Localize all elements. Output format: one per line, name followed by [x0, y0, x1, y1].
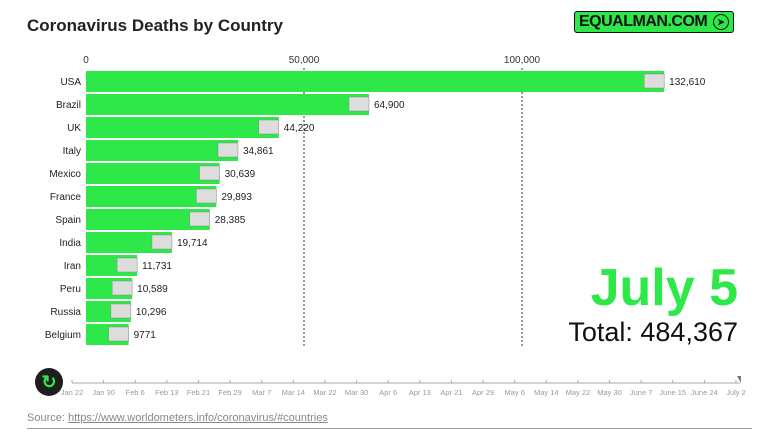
value-label: 19,714: [177, 238, 208, 249]
timeline-tick-label: Feb 6: [126, 388, 145, 397]
value-label: 10,296: [136, 307, 167, 318]
category-label: Spain: [55, 215, 81, 226]
flag-icon: [199, 165, 220, 181]
chart-title: Coronavirus Deaths by Country: [27, 16, 283, 35]
timeline-tick-label: Mar 22: [313, 388, 336, 397]
flag-icon: [151, 234, 173, 250]
category-label: France: [50, 192, 82, 203]
timeline-tick-label: July 2: [726, 388, 746, 397]
bar-uk: [86, 117, 279, 138]
pin-icon: ➤: [713, 14, 729, 30]
category-label: Russia: [50, 307, 81, 318]
x-tick-label: 50,000: [289, 55, 320, 66]
category-label: USA: [60, 77, 81, 88]
bar-india: [86, 232, 172, 253]
value-label: 64,900: [374, 100, 405, 111]
timeline-tick-label: Apr 6: [379, 388, 397, 397]
timeline-handle[interactable]: [737, 376, 741, 383]
divider: [27, 428, 752, 429]
timeline-tick-label: Apr 13: [409, 388, 431, 397]
timeline-tick-label: Apr 21: [440, 388, 462, 397]
value-label: 44,220: [284, 123, 315, 134]
flag-icon: [110, 303, 132, 319]
flag-icon: [196, 188, 217, 204]
flag-icon: [643, 73, 665, 89]
source-label: Source:: [27, 412, 65, 424]
total-label: Total: 484,367: [568, 317, 738, 347]
timeline-tick-label: Jan 22: [61, 388, 84, 397]
flag-icon: [258, 119, 280, 135]
category-label: Iran: [64, 261, 81, 272]
flag-icon: [217, 142, 239, 158]
timeline-tick-label: June 24: [691, 388, 718, 397]
timeline-tick-label: Feb 29: [218, 388, 241, 397]
timeline-tick-label: May 14: [534, 388, 559, 397]
bar-chart: 0 50,000 100,000 USA 132,610 Brazil 64,900 UK 44…: [45, 55, 746, 397]
bar-france: [86, 186, 217, 207]
timeline-tick-label: Feb 21: [187, 388, 210, 397]
x-tick-label: 0: [83, 55, 89, 66]
timeline-tick-label: Jan 30: [92, 388, 115, 397]
timeline-tick-label: June 15: [659, 388, 686, 397]
bar-brazil: [86, 94, 369, 115]
bar-italy: [86, 140, 238, 161]
value-label: 29,893: [221, 192, 252, 203]
x-tick-label: 100,000: [504, 55, 541, 66]
flag-icon: [189, 211, 211, 227]
value-label: 30,639: [225, 169, 256, 180]
source-link[interactable]: https://www.worldometers.info/coronaviru…: [67, 412, 328, 424]
category-label: Brazil: [56, 100, 81, 111]
value-label: 34,861: [243, 146, 274, 157]
flag-icon: [116, 257, 138, 273]
value-label: 9771: [134, 330, 157, 341]
replay-button[interactable]: ↻: [35, 368, 63, 396]
bar-mexico: [86, 163, 220, 184]
category-label: UK: [67, 123, 81, 134]
timeline-tick-label: May 6: [504, 388, 524, 397]
value-label: 28,385: [215, 215, 246, 226]
timeline-tick-label: June 7: [630, 388, 653, 397]
category-label: Belgium: [45, 330, 81, 341]
bar-spain: [86, 209, 210, 230]
logo-text: EQUALMAN.COM: [579, 13, 708, 30]
source-line: Source: https://www.worldometers.info/co…: [27, 412, 328, 424]
category-label: Italy: [63, 146, 81, 157]
replay-icon: ↻: [41, 372, 57, 392]
brand-logo[interactable]: EQUALMAN.COM ➤: [574, 11, 734, 33]
category-label: Mexico: [49, 169, 81, 180]
timeline-tick-label: May 30: [597, 388, 622, 397]
timeline-tick-label: May 22: [566, 388, 591, 397]
flag-icon: [111, 280, 133, 296]
flag-icon: [108, 326, 129, 342]
value-label: 11,731: [142, 261, 172, 272]
timeline-tick-label: Mar 7: [252, 388, 271, 397]
category-label: India: [59, 238, 81, 249]
value-label: 10,589: [137, 284, 168, 295]
timeline-tick-label: Apr 29: [472, 388, 494, 397]
value-label: 132,610: [669, 77, 706, 88]
timeline-tick-label: Feb 13: [155, 388, 178, 397]
date-label: July 5: [590, 259, 738, 317]
bar-usa: [86, 71, 665, 92]
flag-icon: [348, 96, 370, 112]
timeline-tick-label: Mar 30: [345, 388, 368, 397]
category-label: Peru: [60, 284, 81, 295]
timeline-tick-label: Mar 14: [282, 388, 305, 397]
